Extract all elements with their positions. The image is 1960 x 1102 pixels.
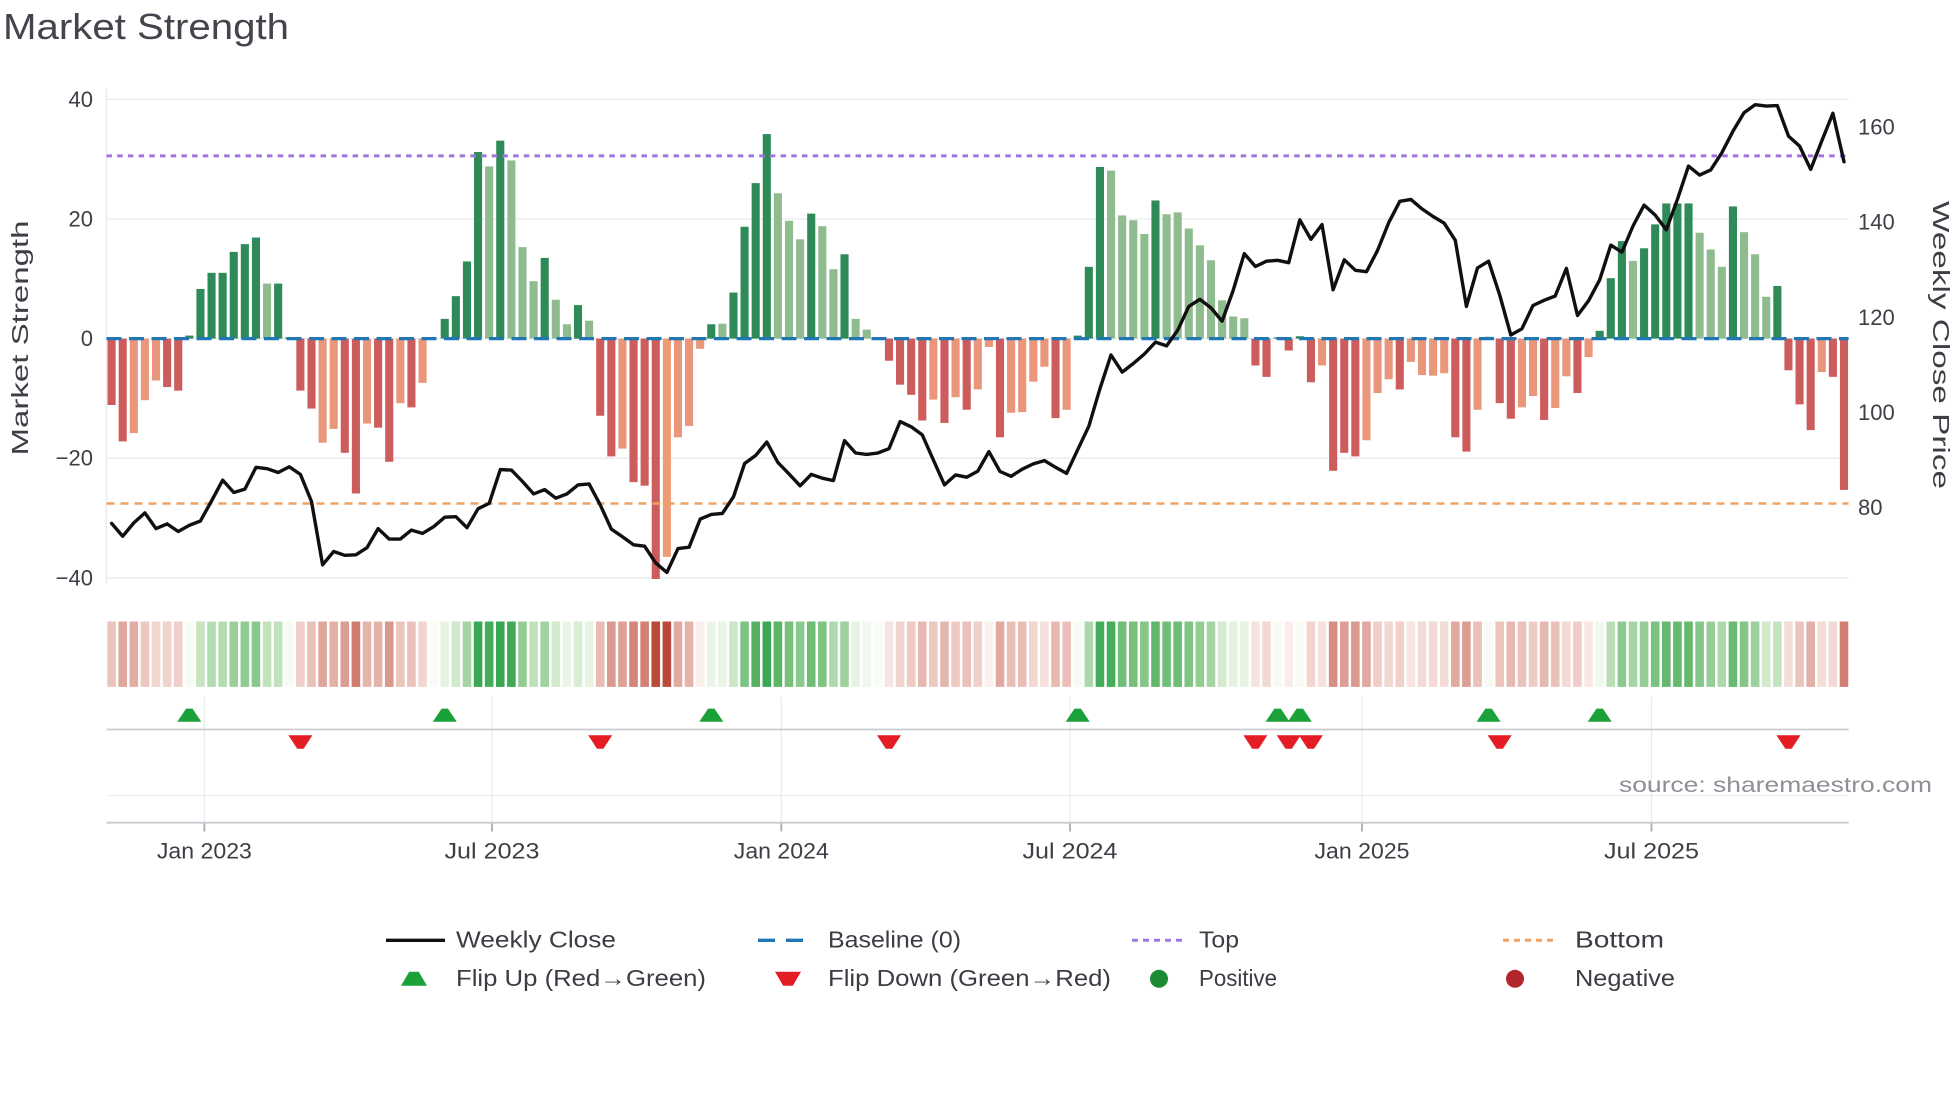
svg-text:100: 100	[1858, 400, 1895, 425]
svg-text:Jan 2023: Jan 2023	[157, 839, 252, 864]
svg-text:Bottom: Bottom	[1575, 927, 1664, 953]
svg-text:160: 160	[1858, 115, 1895, 140]
svg-text:140: 140	[1858, 210, 1895, 235]
svg-text:Weekly Close Price: Weekly Close Price	[1928, 201, 1954, 489]
svg-text:−20: −20	[56, 446, 93, 471]
svg-text:Negative: Negative	[1575, 965, 1675, 991]
svg-text:Jan 2025: Jan 2025	[1315, 839, 1410, 864]
svg-text:−40: −40	[56, 565, 93, 590]
svg-text:Market Strength: Market Strength	[7, 221, 33, 456]
svg-text:Jul 2024: Jul 2024	[1023, 839, 1118, 864]
svg-text:Flip Down (Green→Red): Flip Down (Green→Red)	[828, 965, 1111, 991]
svg-text:Jan 2024: Jan 2024	[734, 839, 829, 864]
svg-text:Flip Up (Red→Green): Flip Up (Red→Green)	[456, 965, 706, 991]
svg-text:40: 40	[69, 87, 93, 112]
svg-text:80: 80	[1858, 495, 1882, 520]
svg-text:Market Strength: Market Strength	[3, 6, 289, 47]
svg-text:Baseline (0): Baseline (0)	[828, 927, 961, 953]
svg-text:0: 0	[81, 326, 93, 351]
svg-text:Jul 2025: Jul 2025	[1604, 839, 1699, 864]
svg-text:Jul 2023: Jul 2023	[445, 839, 540, 864]
svg-text:Weekly Close: Weekly Close	[456, 927, 616, 953]
svg-text:source: sharemaestro.com: source: sharemaestro.com	[1619, 773, 1932, 797]
svg-text:120: 120	[1858, 305, 1895, 330]
svg-text:Positive: Positive	[1199, 965, 1277, 991]
svg-text:Top: Top	[1199, 927, 1239, 953]
svg-text:20: 20	[69, 207, 93, 232]
